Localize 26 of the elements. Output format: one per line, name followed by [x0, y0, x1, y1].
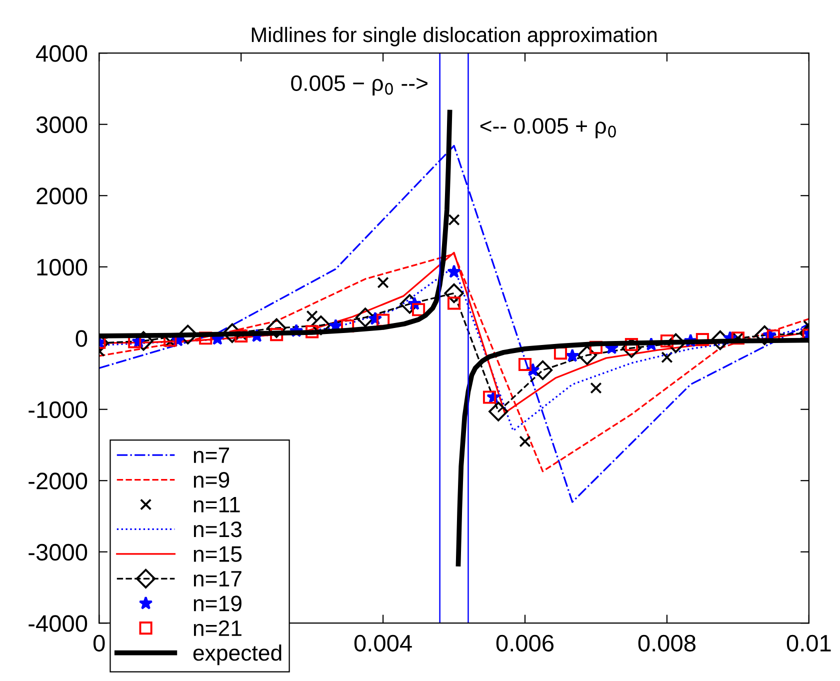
x-tick-label: 0.004: [354, 634, 412, 652]
x-tick-label: 0: [93, 634, 105, 652]
y-tick-label: 4000: [36, 45, 88, 62]
x-tick-label: 0.006: [496, 634, 554, 652]
y-tick-label: 1000: [37, 258, 88, 276]
y-tick-label: -2000: [28, 472, 88, 490]
y-tick-label: 0: [76, 330, 88, 347]
y-tick-label: 3000: [36, 116, 88, 134]
y-tick-label: -1000: [28, 401, 88, 418]
legend-label: n=15: [194, 546, 242, 562]
legend-label: n=17: [194, 571, 242, 586]
legend-label: n=13: [194, 521, 242, 538]
x-tick-label: 0.008: [638, 634, 696, 652]
legend-label: n=21: [194, 620, 242, 636]
annotation: 0.005 − ρ$_{0}$ -->: [291, 75, 428, 96]
chart-title: Midlines for single dislocation approximation: [252, 26, 656, 46]
annotation: <-- 0.005 + ρ$_{0}$: [480, 118, 616, 138]
x-tick-label: 0.01: [786, 634, 831, 652]
legend-label: n=9: [194, 472, 230, 488]
y-tick-label: -4000: [28, 615, 88, 632]
legend-label: n=19: [194, 596, 242, 612]
y-tick-label: -3000: [28, 544, 88, 561]
legend-label: n=7: [194, 448, 230, 463]
y-tick-label: 2000: [36, 188, 88, 204]
legend-label: n=11: [194, 496, 240, 512]
legend-label: expected: [193, 644, 282, 666]
